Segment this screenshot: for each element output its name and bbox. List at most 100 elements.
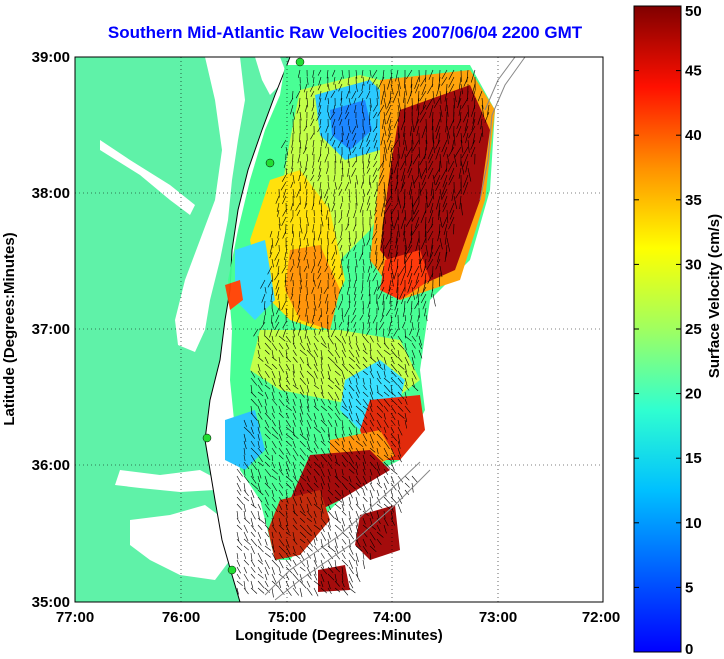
velocity-arrow xyxy=(257,398,263,408)
velocity-arrow xyxy=(353,321,357,328)
velocity-arrow xyxy=(334,342,337,350)
potomac-river xyxy=(100,140,195,215)
velocity-arrow xyxy=(412,195,420,208)
velocity-arrow xyxy=(425,139,427,151)
velocity-arrow xyxy=(313,580,321,587)
velocity-arrow xyxy=(369,545,377,553)
velocity-arrow xyxy=(278,475,281,482)
velocity-arrow xyxy=(355,461,359,469)
velocity-arrow xyxy=(416,97,420,111)
velocity-arrow xyxy=(374,202,378,212)
velocity-arrow xyxy=(327,447,332,457)
velocity-arrow xyxy=(271,510,274,520)
velocity-arrow xyxy=(376,426,381,433)
velocity-arrow xyxy=(250,566,256,573)
velocity-arrow xyxy=(355,566,359,577)
velocity-arrow xyxy=(383,391,390,397)
velocity-arrow xyxy=(340,258,343,269)
velocity-arrow xyxy=(306,335,311,345)
velocity-arrow xyxy=(243,517,251,524)
velocity-arrow xyxy=(361,181,364,189)
velocity-arrow xyxy=(236,531,240,542)
velocity-arrow xyxy=(355,573,361,583)
velocity-arrow xyxy=(390,419,396,426)
velocity-arrow xyxy=(271,398,278,406)
velocity-arrow xyxy=(348,300,351,309)
velocity-arrow xyxy=(285,531,291,537)
velocity-arrow xyxy=(334,356,338,364)
velocity-arrow xyxy=(376,419,382,428)
velocity-arrow xyxy=(299,412,303,423)
velocity-arrow xyxy=(281,265,287,274)
velocity-arrow xyxy=(448,146,455,157)
velocity-arrow xyxy=(374,237,378,244)
velocity-arrow xyxy=(250,412,258,421)
velocity-arrow xyxy=(424,223,427,238)
velocity-arrow xyxy=(415,237,420,251)
velocity-arrow xyxy=(337,237,343,246)
velocity-arrow xyxy=(369,510,374,520)
velocity-arrow xyxy=(409,328,413,336)
velocity-arrow xyxy=(348,545,354,555)
velocity-arrow xyxy=(334,300,337,308)
velocity-arrow xyxy=(292,447,299,457)
velocity-arrow xyxy=(397,363,405,370)
velocity-arrow xyxy=(404,377,408,386)
velocity-arrow xyxy=(377,104,385,117)
velocity-arrow xyxy=(327,251,329,262)
velocity-arrow xyxy=(313,524,321,531)
velocity-arrow xyxy=(453,223,455,235)
velocity-arrow xyxy=(390,496,398,504)
velocity-arrow xyxy=(369,209,372,219)
velocity-arrow xyxy=(334,83,337,91)
velocity-arrow xyxy=(397,419,400,427)
velocity-arrow xyxy=(481,104,485,117)
velocity-arrow xyxy=(341,552,346,560)
velocity-arrow xyxy=(243,454,246,462)
velocity-arrow xyxy=(383,475,389,484)
velocity-arrow xyxy=(313,356,318,367)
velocity-arrow xyxy=(271,433,279,440)
velocity-arrow xyxy=(306,440,310,449)
velocity-arrow xyxy=(313,573,318,581)
velocity-arrow xyxy=(376,517,381,524)
velocity-arrow xyxy=(418,160,420,175)
velocity-arrow xyxy=(401,167,406,182)
velocity-arrow xyxy=(257,335,260,343)
velocity-arrow xyxy=(327,384,334,390)
velocity-arrow xyxy=(393,118,399,129)
velocity-arrow xyxy=(299,370,304,378)
velocity-arrow xyxy=(355,433,360,441)
velocity-arrow xyxy=(394,300,399,311)
velocity-arrow xyxy=(376,468,381,476)
velocity-arrow xyxy=(362,440,367,447)
velocity-arrow xyxy=(327,524,331,531)
velocity-arrow xyxy=(334,181,337,190)
velocity-arrow xyxy=(236,510,239,519)
velocity-arrow xyxy=(292,398,296,406)
velocity-arrow xyxy=(368,279,371,288)
velocity-arrow xyxy=(310,118,315,127)
velocity-arrow xyxy=(320,209,323,217)
velocity-arrow xyxy=(243,531,249,542)
velocity-arrow xyxy=(430,181,434,196)
velocity-arrow xyxy=(236,475,241,483)
velocity-arrow xyxy=(369,349,372,359)
velocity-arrow xyxy=(327,391,334,400)
velocity-arrow xyxy=(341,195,344,203)
velocity-arrow xyxy=(383,489,387,497)
velocity-arrow xyxy=(306,475,310,483)
velocity-arrow xyxy=(278,419,281,428)
velocity-arrow xyxy=(320,405,327,412)
velocity-arrow xyxy=(306,517,312,522)
velocity-arrow xyxy=(347,76,350,85)
velocity-arrow xyxy=(403,90,406,103)
velocity-arrow xyxy=(323,286,329,295)
velocity-arrow xyxy=(313,300,317,311)
velocity-arrow xyxy=(397,265,406,278)
velocity-arrow xyxy=(354,300,357,307)
velocity-arrow xyxy=(257,566,263,574)
velocity-arrow xyxy=(362,503,366,512)
velocity-arrow xyxy=(313,342,318,351)
velocity-arrow xyxy=(425,188,428,200)
